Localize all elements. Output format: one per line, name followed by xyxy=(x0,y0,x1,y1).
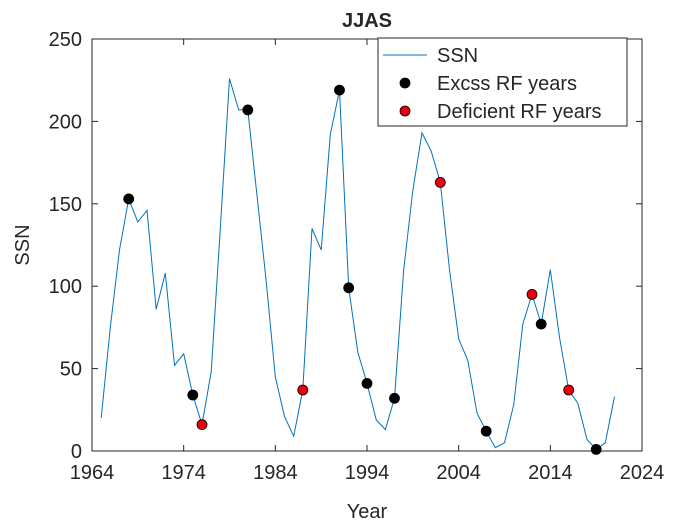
deficient-rf-point xyxy=(297,384,309,396)
excess-rf-point xyxy=(242,104,254,116)
legend-entry-ssn: SSN xyxy=(437,45,478,67)
x-tick-label: 1974 xyxy=(161,462,206,484)
legend: SSN Excss RF years Deficient RF years xyxy=(377,37,628,127)
legend-swatch-marker xyxy=(399,77,411,89)
excess-rf-point xyxy=(123,193,135,205)
chart-title: JJAS xyxy=(342,10,392,32)
x-tick-label: 2014 xyxy=(528,462,573,484)
deficient-rf-point xyxy=(526,288,538,300)
legend-swatch-marker xyxy=(399,105,411,117)
y-tick-label: 150 xyxy=(49,194,82,216)
excess-rf-point xyxy=(590,443,602,455)
x-tick-label: 1984 xyxy=(253,462,298,484)
excess-rf-point xyxy=(187,389,199,401)
excess-rf-point xyxy=(535,318,547,330)
excess-rf-point xyxy=(343,282,355,294)
y-tick-label: 200 xyxy=(49,111,82,133)
legend-entry-excess: Excss RF years xyxy=(437,73,577,95)
y-axis-label: SSN xyxy=(12,224,34,265)
deficient-rf-point xyxy=(196,419,208,431)
x-tick-label: 1994 xyxy=(345,462,390,484)
legend-box xyxy=(377,37,628,127)
x-axis: 1964 1974 1984 1994 2004 2014 2024 xyxy=(70,39,665,484)
excess-rf-point xyxy=(389,392,400,404)
y-tick-label: 100 xyxy=(49,276,82,298)
ssn-series-line xyxy=(100,78,615,451)
deficient-rf-point xyxy=(434,176,446,188)
x-tick-label: 1964 xyxy=(70,462,115,484)
y-tick-label: 0 xyxy=(71,441,82,463)
deficient-rf-point xyxy=(563,384,575,396)
excess-rf-point xyxy=(361,377,373,389)
series-layer xyxy=(100,78,615,455)
legend-entry-deficient: Deficient RF years xyxy=(437,101,602,123)
x-tick-label: 2024 xyxy=(620,462,665,484)
x-tick-label: 2004 xyxy=(436,462,481,484)
y-tick-label: 250 xyxy=(49,29,82,51)
excess-rf-point xyxy=(334,84,345,96)
x-axis-label: Year xyxy=(347,501,388,523)
y-tick-label: 50 xyxy=(60,359,82,381)
y-axis: 0 50 100 150 200 250 xyxy=(49,29,642,463)
excess-rf-point xyxy=(480,425,492,437)
